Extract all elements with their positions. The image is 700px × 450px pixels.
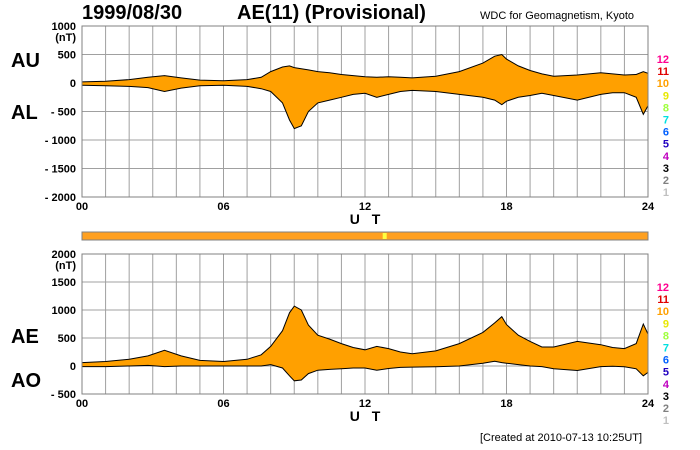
x-axis-label: U T (350, 211, 385, 227)
x-tick-label: 24 (642, 201, 655, 213)
y-tick-label: 500 (58, 333, 76, 345)
station-legend-item: 5 (663, 139, 669, 151)
station-legend-item: 6 (663, 127, 669, 139)
station-legend-item: 7 (663, 343, 669, 355)
x-tick-label: 18 (500, 201, 512, 213)
y-unit-label: (nT) (55, 260, 76, 272)
y-tick-label: 500 (58, 50, 76, 62)
station-legend-item: 4 (663, 151, 670, 163)
chart-title: AE(11) (Provisional) (237, 2, 426, 24)
station-legend-item: 12 (657, 54, 669, 66)
plot-frame (81, 25, 649, 198)
station-legend-item: 8 (663, 330, 669, 342)
station-legend-item: 2 (663, 175, 669, 187)
y-unit-label: (nT) (55, 32, 76, 44)
station-legend-item: 10 (657, 78, 669, 90)
y-tick-label: 0 (70, 78, 76, 90)
station-legend-item: 7 (663, 115, 669, 127)
data-source-label: WDC for Geomagnetism, Kyoto (480, 10, 635, 22)
x-tick-label: 18 (500, 398, 512, 410)
series-line-au (81, 53, 649, 83)
au-al-panel: 1000 500 0 - 500 - 1000 - 1500 - 2000 (nT) 00 06 1… (45, 21, 655, 227)
station-legend-item: 8 (663, 102, 669, 114)
x-tick-label: 06 (217, 201, 229, 213)
station-legend-item: 3 (663, 163, 669, 175)
station-legend-item: 11 (657, 66, 669, 78)
band-area (82, 54, 648, 129)
station-legend-item: 5 (663, 367, 669, 379)
x-tick-label: 00 (76, 398, 88, 410)
station-legend-item: 1 (663, 415, 669, 427)
station-bar-highlight (382, 233, 387, 239)
station-bar (81, 231, 649, 241)
series-line-ae (81, 305, 649, 364)
y-tick-label: - 500 (51, 389, 76, 401)
y-tick-label: 0 (70, 361, 76, 373)
x-tick-label: 12 (359, 398, 371, 410)
station-legend-item: 2 (663, 403, 669, 415)
series-line-ao (82, 360, 649, 382)
station-legend-item: 10 (657, 306, 669, 318)
ao-label: AO (11, 370, 41, 392)
al-label: AL (11, 102, 38, 124)
station-legend-item: 9 (663, 318, 669, 330)
station-legend-item: 11 (657, 294, 669, 306)
series-line-al (81, 84, 649, 130)
y-tick-label: - 500 (51, 107, 76, 119)
au-label: AU (11, 50, 40, 72)
created-timestamp: [Created at 2010-07-13 10:25UT] (480, 432, 643, 444)
station-legend-item: 3 (663, 391, 669, 403)
station-legend-item: 12 (657, 282, 669, 294)
y-tick-label: - 2000 (45, 192, 76, 204)
y-tick-label: 1000 (52, 305, 76, 317)
x-tick-label: 24 (642, 398, 655, 410)
x-tick-label: 12 (359, 201, 371, 213)
station-bar-fill (81, 231, 649, 241)
x-tick-label: 06 (217, 398, 229, 410)
ae-label: AE (11, 326, 39, 348)
plot-frame (81, 253, 649, 395)
chart-date: 1999/08/30 (82, 2, 183, 24)
y-tick-label: 1500 (52, 277, 76, 289)
y-tick-label: 2000 (52, 249, 76, 261)
y-tick-label: 1000 (52, 21, 76, 33)
station-legend-item: 9 (663, 90, 669, 102)
x-tick-label: 00 (76, 201, 88, 213)
x-axis-label: U T (350, 408, 385, 424)
ae-ao-panel: 2000 1500 1000 500 0 - 500 (nT) 00 06 12 18 24 U T (51, 249, 655, 424)
y-tick-label: - 1500 (45, 164, 76, 176)
station-legend-item: 1 (663, 187, 669, 199)
y-tick-label: - 1000 (45, 135, 76, 147)
station-legend-item: 6 (663, 355, 669, 367)
station-legend-item: 4 (663, 379, 670, 391)
